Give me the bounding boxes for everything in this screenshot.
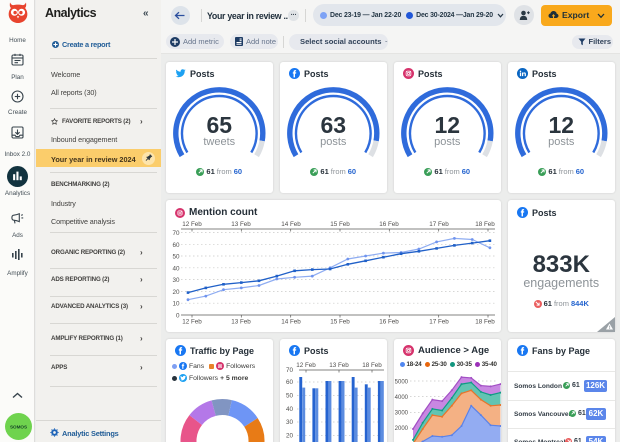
svg-text:13 Feb: 13 Feb — [329, 362, 349, 369]
svg-text:14 Feb: 14 Feb — [281, 319, 301, 326]
svg-text:12 Feb: 12 Feb — [296, 362, 316, 369]
svg-text:20: 20 — [286, 433, 294, 440]
svg-text:70: 70 — [172, 230, 180, 237]
svg-text:50: 50 — [172, 254, 180, 261]
svg-text:4000: 4000 — [395, 395, 409, 401]
svg-text:16 Feb: 16 Feb — [379, 319, 399, 326]
svg-text:12 Feb: 12 Feb — [182, 319, 202, 326]
svg-text:15 Feb: 15 Feb — [330, 319, 350, 326]
svg-text:0: 0 — [176, 313, 180, 320]
svg-text:18 Feb: 18 Feb — [362, 362, 382, 369]
svg-text:70: 70 — [286, 367, 294, 374]
svg-text:30: 30 — [172, 277, 180, 284]
svg-text:40: 40 — [286, 406, 294, 413]
svg-text:13 Feb: 13 Feb — [231, 221, 251, 228]
svg-text:10: 10 — [172, 301, 180, 308]
svg-text:5000: 5000 — [395, 380, 409, 386]
svg-text:13 Feb: 13 Feb — [231, 319, 251, 326]
svg-text:12 Feb: 12 Feb — [182, 221, 202, 228]
svg-text:SOMOS: SOMOS — [10, 425, 27, 430]
svg-text:60: 60 — [172, 242, 180, 249]
svg-text:17 Feb: 17 Feb — [429, 221, 449, 228]
svg-text:15 Feb: 15 Feb — [330, 221, 350, 228]
svg-text:60: 60 — [286, 379, 294, 386]
svg-text:17 Feb: 17 Feb — [429, 319, 449, 326]
svg-text:20: 20 — [172, 289, 180, 296]
svg-text:2000: 2000 — [395, 426, 409, 432]
svg-text:14 Feb: 14 Feb — [281, 221, 301, 228]
svg-text:16 Feb: 16 Feb — [379, 221, 399, 228]
svg-text:3000: 3000 — [395, 411, 409, 417]
svg-text:30: 30 — [286, 419, 294, 426]
svg-text:18 Feb: 18 Feb — [475, 221, 495, 228]
svg-text:18 Feb: 18 Feb — [475, 319, 495, 326]
svg-text:40: 40 — [172, 265, 180, 272]
svg-text:50: 50 — [286, 393, 294, 400]
